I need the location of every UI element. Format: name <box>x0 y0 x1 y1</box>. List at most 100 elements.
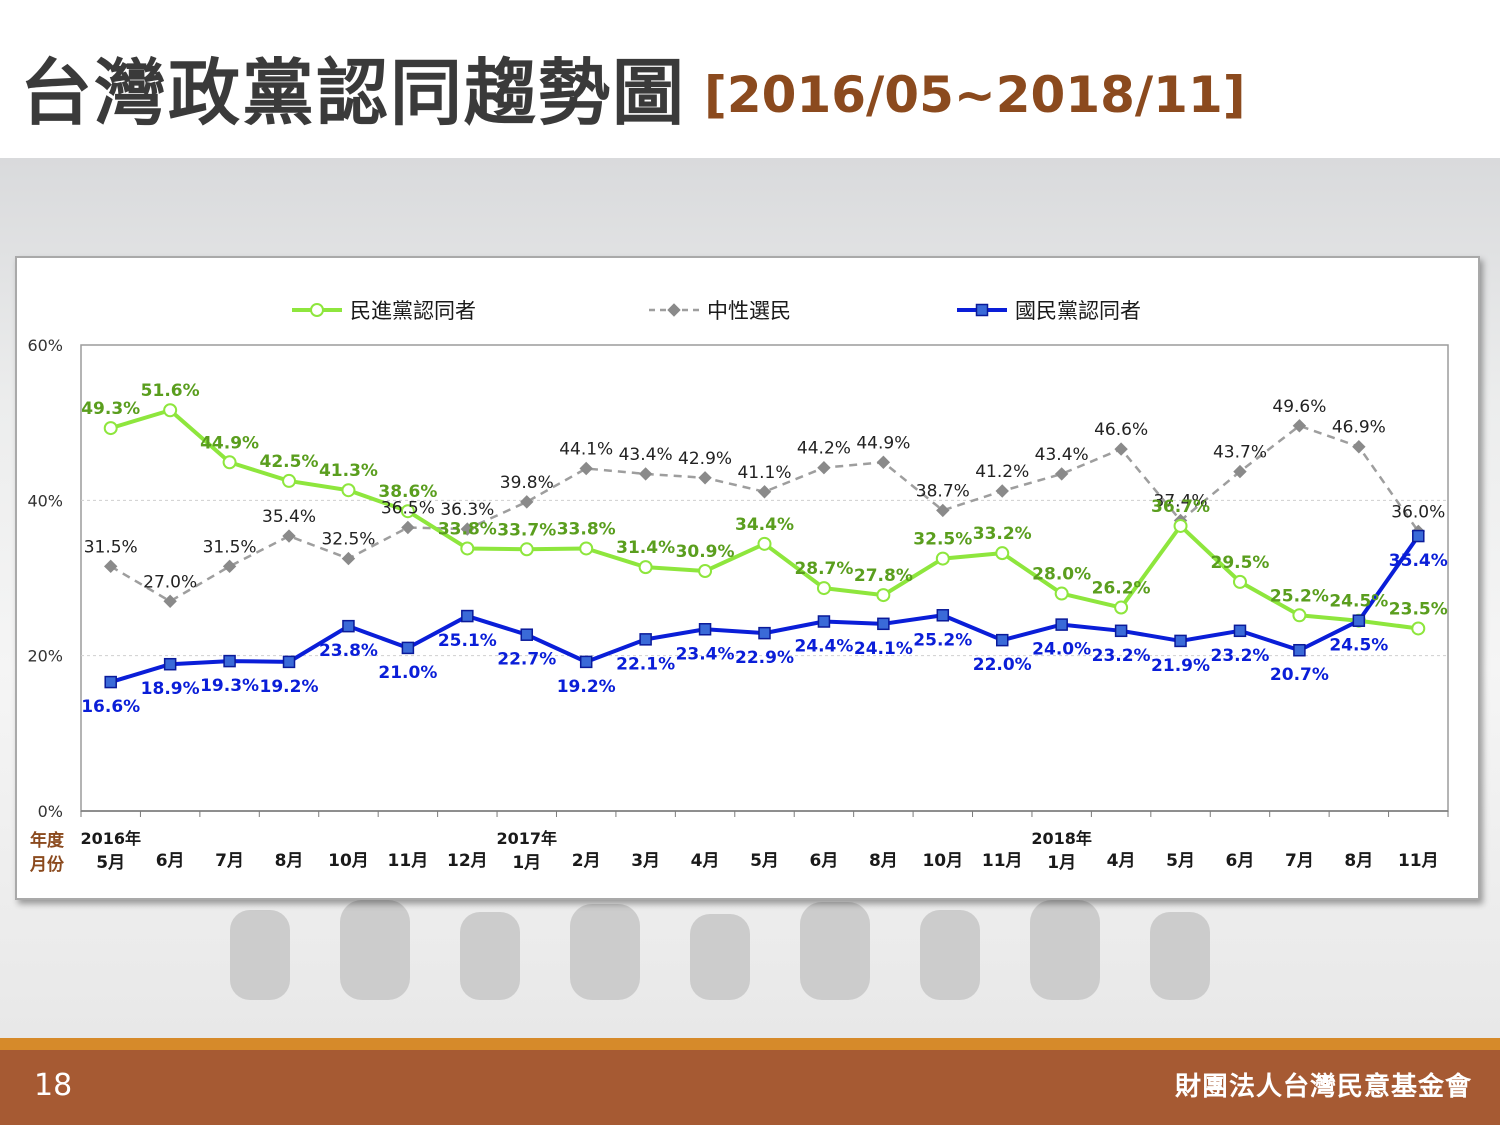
data-point-square <box>1114 624 1128 638</box>
data-point-diamond <box>104 559 118 574</box>
data-point-square <box>1055 618 1068 631</box>
data-label-kmt: 18.9% <box>141 679 200 699</box>
data-label-dpp: 31.4% <box>616 538 675 558</box>
data-point-circle <box>638 560 653 575</box>
x-month-label: 1月 <box>1047 853 1076 873</box>
data-label-neutral: 41.1% <box>737 463 791 483</box>
data-point-circle <box>876 588 891 603</box>
data-point-circle <box>103 421 118 436</box>
x-month-label: 8月 <box>869 851 898 871</box>
data-label-kmt: 22.9% <box>735 648 794 668</box>
data-point-circle <box>460 541 475 556</box>
data-point-square <box>639 633 652 646</box>
data-label-kmt: 24.1% <box>854 639 913 659</box>
x-month-label: 4月 <box>1107 851 1136 871</box>
data-point-circle <box>400 504 415 519</box>
legend-label-neutral: 中性選民 <box>707 299 791 323</box>
data-label-neutral: 35.4% <box>262 507 316 527</box>
data-label-dpp: 51.6% <box>141 381 200 401</box>
data-label-dpp: 26.2% <box>1092 579 1151 599</box>
data-label-dpp: 33.8% <box>557 519 616 539</box>
data-point-diamond <box>1233 464 1247 479</box>
x-month-label: 6月 <box>156 851 185 871</box>
data-point-square <box>163 657 177 671</box>
data-label-dpp: 29.5% <box>1210 553 1269 573</box>
data-label-kmt: 25.1% <box>438 631 497 651</box>
data-point-circle <box>1114 600 1129 615</box>
data-point-circle <box>1054 586 1069 601</box>
data-point-diamond <box>401 520 415 535</box>
legend-label-dpp: 民進黨認同者 <box>350 299 476 323</box>
footer-accent-line <box>0 1038 1500 1050</box>
data-label-dpp: 33.2% <box>973 524 1032 544</box>
data-label-neutral: 32.5% <box>321 530 375 550</box>
data-label-neutral: 43.7% <box>1213 443 1267 463</box>
data-label-kmt: 24.4% <box>794 636 853 656</box>
data-label-kmt: 21.9% <box>1151 656 1210 676</box>
data-point-circle <box>995 546 1010 561</box>
data-label-kmt: 19.2% <box>557 677 616 697</box>
x-month-label: 5月 <box>96 853 125 873</box>
data-point-diamond <box>341 551 356 566</box>
data-point-square <box>1293 643 1306 657</box>
slide-title-text: 台灣政黨認同趨勢圖 <box>20 51 687 135</box>
data-point-circle <box>1411 621 1426 636</box>
x-month-label: 3月 <box>631 851 660 871</box>
data-point-diamond <box>638 467 653 481</box>
data-point-square <box>1174 634 1187 648</box>
slide-title: 台灣政黨認同趨勢圖 [2016/05~2018/11] <box>20 34 1246 139</box>
party-identification-line-chart: 0% 20% 40% 60% 5月 2016年 6月 7月 8月 10月 11月 12月 1月 2017年… <box>27 299 1449 875</box>
data-point-diamond <box>460 522 475 536</box>
data-point-square <box>223 654 236 668</box>
data-label-kmt: 21.0% <box>378 663 437 683</box>
title-band: 台灣政黨認同趨勢圖 [2016/05~2018/11] <box>0 0 1500 158</box>
data-point-square <box>698 623 712 636</box>
slide-title-range: [2016/05~2018/11] <box>704 66 1246 124</box>
x-month-label: 2月 <box>572 851 601 871</box>
data-label-neutral: 42.9% <box>678 449 732 469</box>
data-label-kmt: 24.0% <box>1032 640 1091 660</box>
x-month-label: 5月 <box>750 851 779 871</box>
data-point-circle <box>935 551 950 566</box>
x-month-label: 11月 <box>1398 851 1439 871</box>
data-label-neutral: 44.1% <box>559 439 613 459</box>
page-number: 18 <box>34 1068 73 1103</box>
data-point-diamond <box>1292 419 1307 433</box>
data-label-dpp: 27.8% <box>854 566 913 586</box>
x-month-label: 5月 <box>1166 851 1195 871</box>
data-label-neutral: 43.4% <box>1035 445 1089 465</box>
data-label-neutral: 46.9% <box>1332 418 1386 438</box>
data-label-dpp: 34.4% <box>735 515 794 535</box>
crowd-silhouette-decoration <box>230 900 1210 1000</box>
data-point-diamond <box>936 503 950 518</box>
x-month-label: 6月 <box>810 851 839 871</box>
data-point-square <box>1352 614 1366 627</box>
data-label-dpp: 36.7% <box>1151 497 1210 517</box>
x-month-label: 7月 <box>215 851 244 871</box>
organization-name: 財團法人台灣民意基金會 <box>1174 1072 1472 1102</box>
data-point-circle <box>816 581 831 596</box>
data-label-kmt: 35.4% <box>1389 551 1448 571</box>
x-month-label: 7月 <box>1285 851 1314 871</box>
data-point-circle <box>282 473 297 488</box>
data-label-kmt: 16.6% <box>81 697 140 717</box>
chart-frame: 0% 20% 40% 60% 5月 2016年 6月 7月 8月 10月 11月 12月 1月 2017年… <box>15 256 1480 900</box>
data-label-neutral: 39.8% <box>500 473 554 493</box>
x-month-label: 6月 <box>1226 851 1255 871</box>
data-label-dpp: 32.5% <box>913 530 972 550</box>
data-point-circle <box>698 564 713 579</box>
x-month-label: 4月 <box>691 851 720 871</box>
y-tick-label: 40% <box>27 491 63 510</box>
data-label-dpp: 33.8% <box>438 519 497 539</box>
data-point-square <box>975 303 989 317</box>
data-point-square <box>282 655 296 669</box>
x-month-label: 1月 <box>512 853 541 873</box>
data-point-square <box>758 626 771 640</box>
data-point-diamond <box>282 529 296 543</box>
data-point-diamond <box>163 594 177 609</box>
data-label-kmt: 19.3% <box>200 676 259 696</box>
data-label-dpp: 28.7% <box>794 559 853 579</box>
data-label-kmt: 22.1% <box>616 654 675 674</box>
data-label-neutral: 38.7% <box>916 481 970 501</box>
data-point-square <box>936 609 950 622</box>
